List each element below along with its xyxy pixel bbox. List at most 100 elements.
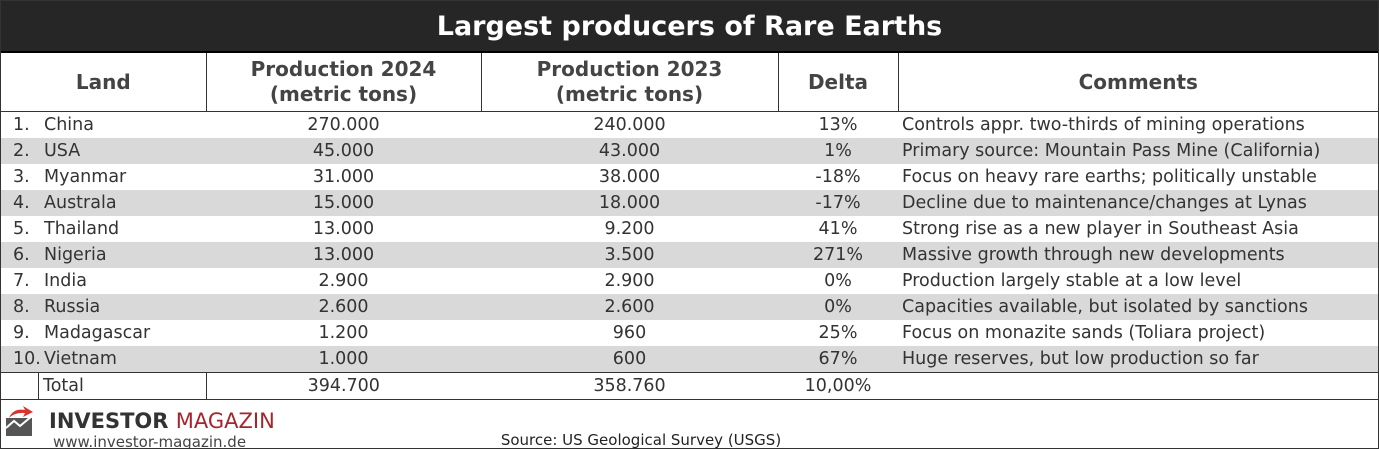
land-cell: 3. Myanmar [1,164,206,190]
header-comments: Comments [898,53,1378,112]
production-2024-cell: 15.000 [206,190,481,216]
comment-cell: Capacities available, but isolated by sa… [898,294,1378,320]
delta-cell: 25% [818,323,858,343]
delta-cell: -18% [815,167,861,187]
table-row: 2. USA 45.000 43.000 1% Primary source: Mount… [1,138,1378,164]
delta-cell: 41% [818,219,858,239]
comment-cell: Huge reserves, but low production so far [898,346,1378,373]
production-2024-cell: 13.000 [312,219,375,239]
total-rank-cell: Total [1,372,207,400]
land-cell: 9. Madagascar [1,320,206,346]
country-name: Vietnam [44,349,117,369]
source-note: Source: US Geological Survey (USGS) [500,431,782,449]
country-name: Thailand [44,219,120,239]
total-delta: 10,00% [778,372,898,400]
producers-table: Land Production 2024 (metric tons) Produc… [1,53,1378,400]
land-cell: 10. Vietnam [1,346,206,373]
table-row: 9. Madagascar 1.200 960 25% Focus on monazite… [1,320,1378,346]
rank: 6. [13,245,30,265]
country-name: USA [44,141,81,161]
country-name: Australa [44,193,117,213]
header-delta: Delta [778,53,899,112]
delta-cell: 0% [824,271,852,291]
production-2024-cell: 2.900 [318,271,369,291]
total-2024: 394.700 [206,372,481,400]
table-row: 5. Thailand 13.000 9.200 41% Strong rise as a… [1,216,1378,242]
investor-magazin-logo-icon [5,406,33,436]
production-2023-cell: 240.000 [593,115,666,135]
table-row: 7. India 2.900 2.900 0% Production largely st… [1,268,1378,294]
comment-cell: Focus on heavy rare earths; politically … [902,167,1317,187]
land-cell: 1. China [1,112,206,139]
comment-cell: Primary source: Mountain Pass Mine (Cali… [898,138,1378,164]
brand-name: INVESTOR MAGAZIN [49,409,275,433]
production-2024-cell: 1.000 [206,346,481,373]
delta-cell: 67% [778,346,898,373]
total-row: Total 394.700 358.760 10,00% [1,372,1378,400]
country-name: Russia [44,297,101,317]
production-2023-cell: 3.500 [481,242,778,268]
comment-cell: Production largely stable at a low level [902,271,1242,291]
production-2024-cell: 2.600 [206,294,481,320]
country-name: China [44,115,94,135]
comment-cell: Strong rise as a new player in Southeast… [902,219,1299,239]
production-2024-cell: 13.000 [206,242,481,268]
production-2023-cell: 43.000 [481,138,778,164]
table-row: 6. Nigeria 13.000 3.500 271% Massive growth t… [1,242,1378,268]
production-2023-cell: 2.900 [604,271,655,291]
table-title: Largest producers of Rare Earths [1,1,1378,53]
total-2023: 358.760 [481,372,778,400]
land-cell: 7. India [1,268,206,294]
production-2024-cell: 31.000 [312,167,375,187]
comment-cell: Decline due to maintenance/changes at Ly… [898,190,1378,216]
delta-cell: 1% [778,138,898,164]
rank: 7. [13,271,30,291]
total-label: Total [43,376,84,396]
delta-cell: -17% [778,190,898,216]
production-2024-cell: 1.200 [318,323,369,343]
production-2023-cell: 18.000 [481,190,778,216]
land-cell: 6. Nigeria [1,242,206,268]
comment-cell: Focus on monazite sands (Toliara project… [902,323,1266,343]
production-2023-cell: 960 [612,323,647,343]
rank: 9. [13,323,30,343]
brand-url: www.investor-magazin.de [53,433,247,449]
table-row: 4. Australa 15.000 18.000 -17% Decline due to… [1,190,1378,216]
delta-cell: 0% [778,294,898,320]
header-land: Land [1,53,207,112]
comment-cell: Massive growth through new developments [898,242,1378,268]
production-2023-cell: 2.600 [481,294,778,320]
comment-cell: Controls appr. two-thirds of mining oper… [902,115,1305,135]
land-cell: 2. USA [1,138,206,164]
production-2023-cell: 9.200 [604,219,655,239]
rank: 3. [13,167,30,187]
production-2024-cell: 45.000 [206,138,481,164]
table-row: 8. Russia 2.600 2.600 0% Capacities available… [1,294,1378,320]
rank: 8. [13,297,30,317]
land-cell: 5. Thailand [1,216,206,242]
rank: 5. [13,219,30,239]
production-2023-cell: 38.000 [598,167,661,187]
header-row: Land Production 2024 (metric tons) Produc… [1,53,1378,112]
country-name: Myanmar [44,167,127,187]
footer: INVESTOR MAGAZIN www.investor-magazin.de… [1,400,1378,449]
header-production-2024: Production 2024 (metric tons) [206,53,482,112]
delta-cell: 271% [778,242,898,268]
land-cell: 4. Australa [1,190,206,216]
total-comment [898,372,1378,400]
table-row: 3. Myanmar 31.000 38.000 -18% Focus on heavy … [1,164,1378,190]
delta-cell: 13% [818,115,858,135]
country-name: Nigeria [44,245,107,265]
country-name: Madagascar [44,323,151,343]
land-cell: 8. Russia [1,294,206,320]
table-row: 10. Vietnam 1.000 600 67% Huge reserves, but … [1,346,1378,373]
production-2024-cell: 270.000 [307,115,380,135]
production-2023-cell: 600 [481,346,778,373]
table-row: 1. China 270.000 240.000 13% Controls appr. t… [1,112,1378,139]
rank: 1. [13,115,30,135]
rank: 4. [13,193,30,213]
rank: 2. [13,141,30,161]
header-production-2023: Production 2023 (metric tons) [481,53,779,112]
rank: 10. [13,349,41,369]
country-name: India [44,271,87,291]
